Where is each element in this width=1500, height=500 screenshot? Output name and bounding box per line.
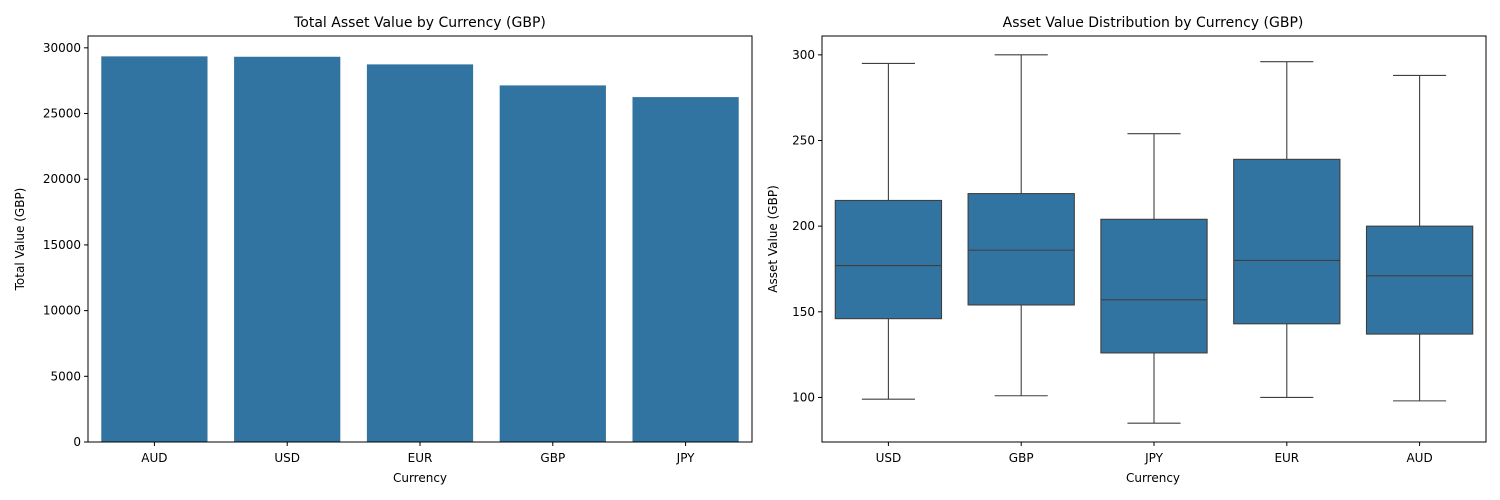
x-tick-label: EUR bbox=[1274, 451, 1299, 465]
x-tick-label: JPY bbox=[676, 451, 696, 465]
box-usd bbox=[834, 62, 943, 400]
x-tick-label: EUR bbox=[408, 451, 433, 465]
box-chart-asset-value-distribution: Asset Value Distribution by Currency (GB… bbox=[766, 15, 1487, 485]
x-tick-label: USD bbox=[274, 451, 300, 465]
y-tick-label: 25000 bbox=[43, 107, 81, 121]
box-iqr bbox=[1100, 218, 1208, 354]
x-tick-label: AUD bbox=[141, 451, 167, 465]
bar-chart-title: Total Asset Value by Currency (GBP) bbox=[293, 15, 546, 31]
box-chart-frame bbox=[821, 35, 1487, 443]
bar-chart-xlabel: Currency bbox=[393, 471, 447, 485]
bar-jpy bbox=[632, 97, 739, 443]
x-tick-label: USD bbox=[876, 451, 902, 465]
y-tick-label: 100 bbox=[792, 390, 815, 404]
bar-eur bbox=[366, 64, 474, 442]
box-chart-ylabel: Asset Value (GBP) bbox=[766, 185, 780, 293]
box-chart-title: Asset Value Distribution by Currency (GB… bbox=[1003, 15, 1304, 31]
x-tick-label: AUD bbox=[1406, 451, 1432, 465]
bar-aud bbox=[101, 56, 208, 443]
y-tick-label: 0 bbox=[73, 435, 81, 449]
y-tick-label: 300 bbox=[792, 48, 815, 62]
box-iqr bbox=[1233, 158, 1341, 325]
y-tick-label: 200 bbox=[792, 219, 815, 233]
bar-chart-frame bbox=[87, 35, 753, 443]
y-tick-label: 150 bbox=[792, 305, 815, 319]
box-iqr bbox=[967, 193, 1075, 306]
y-tick-label: 5000 bbox=[50, 369, 81, 383]
bar-chart-ylabel: Total Value (GBP) bbox=[13, 188, 27, 292]
box-eur bbox=[1233, 61, 1341, 399]
y-tick-label: 10000 bbox=[43, 304, 81, 318]
box-jpy bbox=[1100, 133, 1208, 424]
box-gbp bbox=[967, 54, 1075, 397]
box-iqr bbox=[1365, 225, 1474, 335]
box-aud bbox=[1365, 74, 1474, 402]
bar-chart-total-asset-value: Total Asset Value by Currency (GBP) 0 500… bbox=[13, 15, 753, 485]
y-tick-label: 30000 bbox=[43, 41, 81, 55]
box-iqr bbox=[834, 199, 943, 320]
y-tick-label: 250 bbox=[792, 133, 815, 147]
x-tick-label: GBP bbox=[1009, 451, 1034, 465]
x-tick-label: GBP bbox=[540, 451, 565, 465]
box-chart-xlabel: Currency bbox=[1126, 471, 1180, 485]
bar-gbp bbox=[499, 85, 606, 443]
bar-usd bbox=[234, 56, 341, 443]
y-tick-label: 20000 bbox=[43, 172, 81, 186]
x-tick-label: JPY bbox=[1144, 451, 1164, 465]
y-tick-label: 15000 bbox=[43, 238, 81, 252]
